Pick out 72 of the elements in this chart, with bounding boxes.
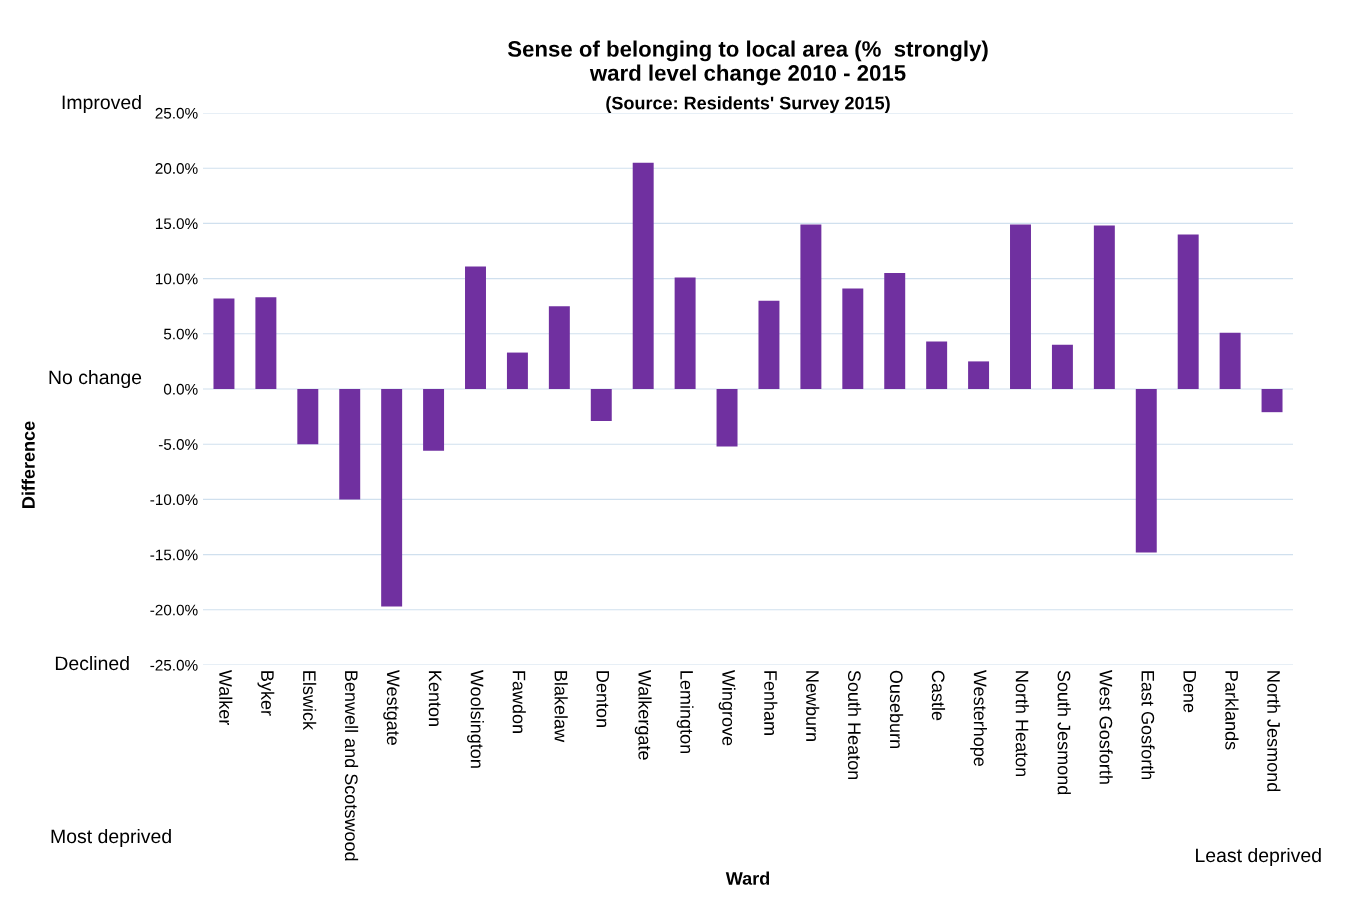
- x-tick-label: North Jesmond: [1267, 671, 1281, 792]
- x-tick-label: Lemington: [676, 671, 694, 754]
- x-tick-label: Newburn: [806, 671, 820, 741]
- text: No change: [49, 369, 142, 389]
- bar: [1219, 332, 1241, 389]
- x-tick-label: South Jesmond: [1057, 670, 1071, 795]
- x-tick-label: Dene: [1183, 671, 1196, 713]
- bar: [297, 389, 319, 445]
- chart-title: Sense of belonging to local area (% strongly) ward level change 2010 - 2015: [507, 40, 988, 86]
- bar: [381, 389, 403, 607]
- y-tick-label: 5.0%: [163, 328, 198, 340]
- x-tick-label: Walkergate: [634, 669, 652, 760]
- y-tick-label: -5.0%: [158, 439, 198, 450]
- x-tick-label: Kenton: [428, 671, 442, 726]
- x-tick-label: East Gosforth: [1141, 671, 1155, 780]
- x-tick-label: Ouseburn: [889, 670, 904, 748]
- bar: [548, 306, 570, 389]
- bar: [506, 352, 528, 389]
- bar: [465, 266, 486, 389]
- x-tick-label: North Heaton: [1015, 671, 1029, 777]
- bar: [1177, 234, 1199, 389]
- x-tick-label: Fawdon: [512, 671, 526, 733]
- bar: [1051, 344, 1073, 389]
- y-tick-label: 20.0%: [155, 163, 198, 174]
- bar: [1261, 389, 1283, 413]
- bar: [1135, 389, 1157, 553]
- x-tick-label: West Gosforth: [1099, 669, 1113, 784]
- x-tick-label: Parklands: [1225, 671, 1239, 750]
- bar: [255, 297, 277, 389]
- y-tick-label: 25.0%: [155, 107, 198, 119]
- bar: [884, 273, 906, 389]
- bar: [716, 389, 738, 447]
- bar: [423, 389, 445, 451]
- bar: [674, 277, 696, 389]
- x-tick-label: Walker: [219, 669, 233, 726]
- bar: [1010, 224, 1031, 389]
- text: Declined: [55, 655, 129, 671]
- y-tick-label: 10.0%: [155, 273, 198, 285]
- text: Improved: [62, 94, 141, 114]
- x-tick-label: Westerhope: [970, 669, 987, 767]
- y-tick-label: -15.0%: [150, 549, 198, 561]
- x-axis-title: Ward: [725, 871, 770, 885]
- y-tick-label: -25.0%: [150, 659, 198, 671]
- text: Least deprived: [1196, 847, 1321, 867]
- chart-subtitle: (Source: Residents' Survey 2015): [606, 96, 890, 113]
- y-tick-label: -20.0%: [150, 604, 198, 616]
- x-tick-label: Blakelaw: [554, 671, 568, 743]
- bar: [632, 162, 654, 389]
- x-tick-label: Denton: [596, 671, 610, 727]
- bar: [590, 389, 612, 422]
- x-tick-label: Elswick: [302, 671, 317, 731]
- bar: [968, 361, 990, 389]
- bar: [758, 300, 780, 389]
- text: Difference: [21, 421, 35, 508]
- bar: [213, 298, 235, 389]
- bar: [339, 389, 361, 500]
- x-tick-label: Wingrove: [718, 669, 736, 746]
- y-tick-label: 15.0%: [155, 218, 198, 230]
- x-tick-label: Woolsington: [467, 669, 484, 768]
- y-tick-label: 0.0%: [163, 383, 198, 395]
- text: Most deprived: [51, 828, 171, 848]
- y-tick-label: -10.0%: [150, 494, 198, 506]
- x-tick-label: South Heaton: [847, 670, 862, 780]
- bar: [926, 341, 948, 389]
- x-tick-label: Byker: [257, 671, 275, 716]
- x-tick-label: Benwell and Scotswood: [344, 671, 359, 861]
- bar: [842, 288, 864, 389]
- bar: [800, 224, 822, 389]
- bar: [1093, 225, 1115, 389]
- x-tick-label: Westgate: [383, 669, 400, 746]
- x-tick-label: Castle: [931, 670, 946, 721]
- x-tick-label: Fenham: [764, 671, 778, 735]
